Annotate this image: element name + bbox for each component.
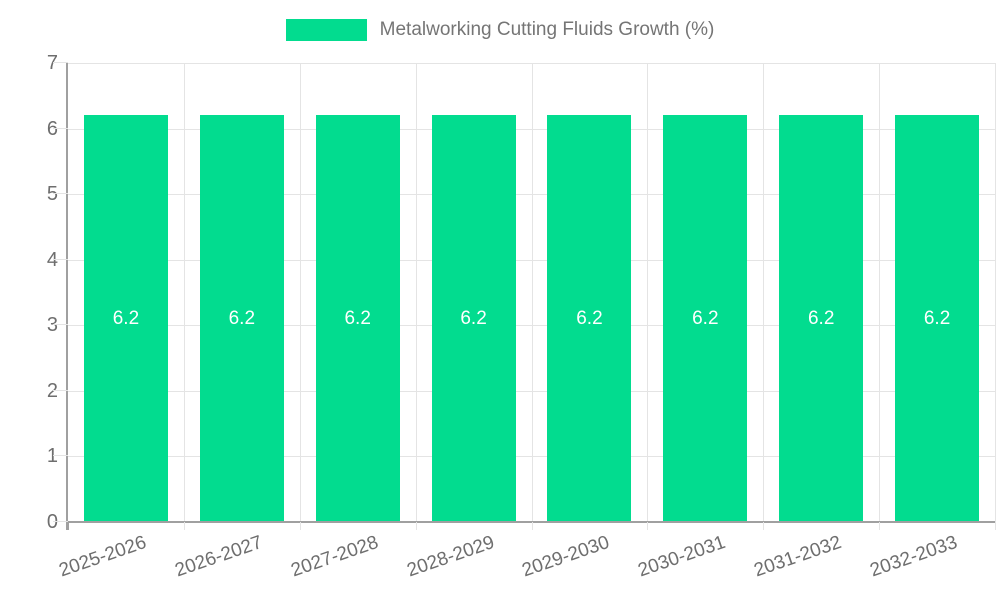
x-tick-mark — [416, 522, 417, 530]
bar-value-label: 6.2 — [344, 307, 371, 329]
gridline-horizontal — [68, 390, 995, 392]
y-tick-label: 1 — [46, 445, 58, 468]
x-tick-mark — [184, 522, 185, 530]
plot-area: 6.2 6.2 6.2 6.2 6.2 6.2 6.2 6.2 — [68, 63, 996, 522]
y-tick-label: 2 — [46, 379, 58, 402]
bar: 6.2 — [663, 115, 748, 522]
x-tick-label: 2032-2033 — [867, 531, 961, 582]
bar: 6.2 — [83, 115, 168, 522]
x-tick-mark — [879, 522, 880, 530]
x-tick-mark — [532, 522, 533, 530]
y-tick-label: 0 — [46, 511, 58, 533]
bar-value-label: 6.2 — [228, 307, 256, 329]
y-tick-mark — [53, 62, 68, 63]
legend-label: Metalworking Cutting Fluids Growth (%) — [379, 19, 715, 40]
gridline-horizontal — [68, 128, 995, 130]
gridline-horizontal — [68, 325, 995, 327]
gridline-vertical — [300, 63, 301, 522]
y-axis-line — [66, 63, 68, 530]
bar: 6.2 — [199, 115, 284, 522]
gridline-vertical — [763, 63, 764, 522]
gridline-vertical — [532, 63, 533, 522]
gridline-horizontal — [68, 456, 995, 458]
y-tick-mark — [53, 455, 68, 457]
bar-value-label: 6.2 — [807, 307, 835, 329]
gridline-vertical — [416, 63, 417, 522]
y-tick-label: 3 — [46, 314, 58, 337]
legend-swatch — [285, 19, 367, 41]
bar: 6.2 — [315, 115, 400, 522]
gridline-vertical — [995, 63, 996, 522]
gridline-horizontal — [68, 259, 995, 261]
bar: 6.2 — [431, 115, 516, 522]
gridline-vertical — [879, 63, 880, 522]
bar-value-label: 6.2 — [923, 307, 951, 329]
bar: 6.2 — [895, 115, 980, 522]
bar-value-label: 6.2 — [460, 307, 487, 329]
x-tick-label: 2027-2028 — [288, 531, 381, 582]
gridline-vertical — [647, 63, 648, 522]
bar: 6.2 — [547, 115, 632, 522]
y-tick-mark — [53, 521, 68, 522]
y-tick-label: 4 — [46, 248, 58, 271]
y-tick-mark — [53, 389, 68, 391]
y-tick-label: 7 — [46, 52, 58, 74]
y-tick-label: 5 — [46, 183, 58, 206]
x-tick-mark — [68, 522, 69, 530]
y-tick-mark — [53, 324, 68, 326]
x-tick-mark — [763, 522, 764, 530]
bar: 6.2 — [779, 115, 864, 522]
x-tick-label: 2025-2026 — [56, 531, 150, 582]
x-tick-mark — [647, 522, 648, 530]
bar-value-label: 6.2 — [692, 307, 719, 329]
y-tick-mark — [53, 258, 68, 260]
gridline-horizontal — [68, 194, 995, 196]
y-tick-mark — [53, 127, 68, 129]
y-tick-label: 6 — [46, 117, 58, 140]
x-tick-mark — [995, 522, 996, 530]
x-axis-line — [66, 521, 995, 523]
x-tick-label: 2026-2027 — [172, 531, 265, 582]
chart-legend: Metalworking Cutting Fluids Growth (%) — [0, 19, 1000, 41]
y-tick-mark — [53, 193, 68, 195]
gridline-horizontal — [68, 63, 995, 64]
gridline-vertical — [184, 63, 185, 522]
bar-value-label: 6.2 — [112, 307, 140, 329]
bar-value-label: 6.2 — [576, 307, 603, 329]
x-tick-mark — [300, 522, 301, 530]
